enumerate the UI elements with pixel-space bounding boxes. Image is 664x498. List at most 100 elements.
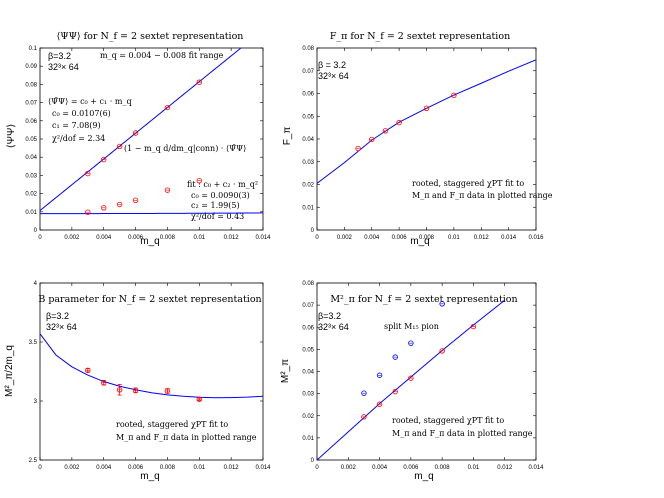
x-tick-label: 0.01	[468, 465, 480, 471]
x-tick-label: 0.008	[419, 235, 435, 241]
x-tick-label: 0.006	[403, 465, 419, 471]
x-tick-label: 0	[38, 465, 42, 471]
data-point	[196, 79, 202, 85]
data-point	[361, 390, 367, 396]
x-tick-label: 0	[315, 235, 319, 241]
annotation-q-c0: c₀ = 0.0090(3)	[191, 191, 250, 200]
data-point	[361, 414, 367, 420]
y-tick-label: 0	[311, 458, 315, 464]
panel-condensate: ⟨ΨΨ⟩ for N_f = 2 sextet representation m…	[6, 31, 271, 247]
annotation-fit-line1: rooted, staggered χPT fit to	[412, 179, 524, 188]
y-tick-label: 0.09	[25, 64, 37, 70]
x-tick-label: 0.002	[337, 235, 353, 241]
annotation-lattice: 32³× 64	[46, 322, 77, 332]
annotation-fit-range: m_q = 0.004 − 0.008 fit range	[100, 51, 224, 60]
x-tick-label: 0.012	[474, 235, 490, 241]
data-point	[164, 388, 171, 394]
fit-curve	[317, 59, 536, 184]
annotation-beta: β=3.2	[46, 311, 69, 321]
x-tick-label: 0.014	[501, 235, 517, 241]
annotation-split-pion: split M₁₅ pion	[384, 322, 439, 331]
annotation-quad-fit: fit : c₀ + c₂ · m_q²	[187, 180, 258, 189]
y-tick-label: 0.02	[302, 414, 314, 420]
y-tick-label: 0.08	[25, 82, 37, 88]
x-tick-label: 0.004	[364, 235, 380, 241]
x-tick-label: 0.012	[224, 235, 240, 241]
x-tick-label: 0.002	[64, 235, 80, 241]
y-tick-label: 0.05	[302, 347, 314, 353]
x-tick-label: 0.004	[96, 235, 112, 241]
y-tick-label: 0	[311, 228, 315, 234]
data-point	[396, 119, 402, 126]
annotation-lattice: 32³× 64	[318, 322, 349, 332]
x-tick-label: 0.008	[435, 465, 451, 471]
annotation-chi2: χ²/dof = 2.34	[52, 134, 105, 143]
data-point	[470, 323, 477, 330]
y-tick-label: 3	[34, 399, 38, 405]
x-tick-label: 0.008	[160, 465, 176, 471]
data-point	[116, 201, 123, 208]
y-tick-label: 0.1	[29, 46, 38, 52]
plot-area-frame	[316, 47, 537, 231]
y-tick-label: 0.08	[302, 46, 314, 52]
annotation-lattice: 32³× 64	[48, 62, 79, 72]
data-point	[132, 387, 139, 394]
x-tick-label: 0.002	[341, 465, 357, 471]
y-tick-label: 0	[34, 228, 38, 234]
annotation-c1: c₁ = 7.08(9)	[52, 121, 101, 130]
x-tick-label: 0.014	[528, 465, 544, 471]
fit-curve-quadratic	[40, 212, 263, 215]
y-tick-label: 0.01	[302, 205, 314, 211]
x-tick-label: 0.012	[497, 465, 513, 471]
y-tick-label: 0.08	[302, 281, 314, 287]
data-point	[355, 145, 361, 152]
panel-title: F_π for N_f = 2 sextet representation	[330, 31, 510, 42]
x-tick-label: 0.004	[96, 465, 112, 471]
annotation-fit-line2: M_π and F_π data in plotted range	[116, 433, 257, 442]
panel-mpi-squared: M²_π for N_f = 2 sextet representation m…	[280, 281, 544, 482]
data-point	[85, 367, 91, 374]
x-tick-label: 0.012	[224, 465, 240, 471]
data-point	[132, 130, 139, 136]
y-tick-label: 0.04	[25, 155, 37, 161]
data-point	[439, 301, 445, 307]
annotation-lattice: 32³× 64	[318, 71, 349, 81]
y-axis-label: M²_π/2m_q	[4, 345, 15, 397]
y-tick-label: 0.06	[302, 325, 314, 331]
y-tick-label: 0.03	[302, 160, 314, 166]
annotation-c0: c₀ = 0.0107(6)	[52, 109, 111, 118]
plot-area-frame	[39, 282, 264, 461]
data-point	[196, 396, 202, 402]
annotation-q-chi2: χ²/dof = 0.43	[191, 212, 244, 221]
data-point	[85, 209, 91, 215]
y-tick-label: 0.07	[302, 69, 314, 75]
x-tick-label: 0.006	[128, 465, 144, 471]
plot-content	[40, 333, 263, 402]
x-tick-label: 0.006	[392, 235, 408, 241]
x-tick-label: 0.01	[448, 235, 460, 241]
y-tick-label: 0.04	[302, 137, 314, 143]
data-point	[369, 136, 375, 143]
y-tick-label: 4	[34, 281, 38, 287]
y-tick-label: 0.06	[25, 119, 37, 125]
y-tick-label: 0.01	[25, 210, 37, 216]
annotation-beta: β=3.2	[318, 311, 341, 321]
panel-b-parameter: B parameter for N_f = 2 sextet represent…	[4, 281, 271, 482]
annotation-linear-fit: ⟨Ψ̄Ψ⟩ = c₀ + c₁ · m_q	[48, 97, 132, 106]
data-point	[376, 372, 383, 378]
data-point	[196, 177, 202, 184]
data-point	[101, 156, 107, 163]
data-point	[408, 340, 414, 346]
data-point	[132, 197, 139, 204]
panel-title: B parameter for N_f = 2 sextet represent…	[38, 294, 261, 305]
y-tick-label: 0.06	[302, 92, 314, 98]
x-tick-label: 0.014	[255, 465, 271, 471]
plot-content	[40, 48, 263, 215]
plot-content	[317, 299, 506, 460]
x-tick-label: 0	[315, 465, 319, 471]
x-tick-label: 0.01	[193, 465, 205, 471]
y-axis-label: M²_π	[280, 359, 291, 383]
panel-title: M²_π for N_f = 2 sextet representation	[330, 294, 517, 305]
annotation-subtracted: (1 − m_q d/dm_q|conn) · ⟨Ψ̄Ψ⟩	[124, 144, 246, 153]
x-tick-label: 0.006	[128, 235, 144, 241]
